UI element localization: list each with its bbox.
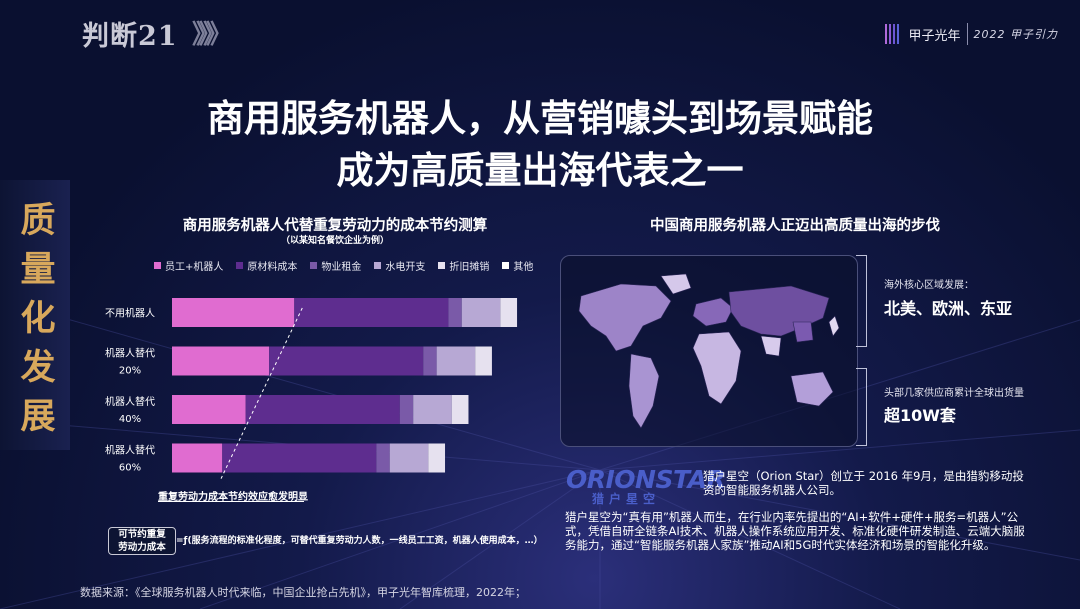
bar-segment xyxy=(423,346,437,376)
legend-item: 水电开支 xyxy=(374,258,425,273)
chart-annotation: 重复劳动力成本节约效应愈发明显 xyxy=(158,492,308,503)
side-label-panel xyxy=(0,180,70,450)
category-label: 60% xyxy=(119,463,141,474)
formula-label-line2: 劳动力成本 xyxy=(118,542,166,553)
jazzyear-logo-icon xyxy=(885,24,900,44)
shipment-label: 头部几家供应商累计全球出货量 xyxy=(884,388,1024,399)
side-label-char: 化 xyxy=(20,298,56,339)
legend-swatch xyxy=(236,262,244,269)
bar-segment xyxy=(413,395,452,424)
category-label: 40% xyxy=(119,414,141,425)
legend-label: 员工+机器人 xyxy=(165,262,224,273)
world-map-icon xyxy=(578,273,840,429)
company-description: 猎户星空为“真有用”机器人而生，在行业内率先提出的“AI+软件+硬件+服务=机器… xyxy=(565,510,1025,552)
data-source: 数据来源：《全球服务机器人时代来临，中国企业抢占先机》，甲子光年智库梳理，202… xyxy=(80,586,526,599)
category-label: 机器人替代 xyxy=(105,347,155,360)
legend-swatch xyxy=(154,262,161,269)
category-label: 机器人替代 xyxy=(105,395,155,408)
legend-label: 水电开支 xyxy=(385,262,426,273)
bar-segment xyxy=(172,346,270,376)
world-map-panel xyxy=(560,255,858,447)
bar-segment xyxy=(399,395,414,424)
brand-title: 判断21 xyxy=(82,21,178,52)
bar-segment xyxy=(436,346,476,376)
bar-segment xyxy=(245,395,400,424)
bar-segment xyxy=(461,298,501,327)
bar-segment xyxy=(172,395,246,424)
region-label: 海外核心区域发展： xyxy=(884,280,974,291)
category-label: 机器人替代 xyxy=(105,444,155,457)
bar-segment xyxy=(294,298,449,327)
left-chart-subtitle: （以某知名餐饮企业为例） xyxy=(280,236,389,246)
bar-segment xyxy=(172,443,223,473)
bar-segment xyxy=(222,443,377,473)
legend-item: 折旧摊销 xyxy=(438,258,489,273)
bar-segment xyxy=(376,443,390,473)
legend-label: 折旧摊销 xyxy=(449,262,490,273)
side-label-char: 展 xyxy=(20,396,56,437)
formula-label-line1: 可节约重复 xyxy=(118,529,166,540)
category-label: 不用机器人 xyxy=(105,307,155,320)
bar-segment xyxy=(269,346,424,376)
shipment-bracket xyxy=(856,368,867,446)
category-label: 20% xyxy=(119,366,141,377)
shipment-value: 超10W套 xyxy=(884,406,956,425)
page-title-line2: 成为高质量出海代表之一 xyxy=(336,148,744,192)
legend-item: 员工+机器人 xyxy=(154,258,223,273)
legend-swatch xyxy=(310,262,318,269)
left-chart-title: 商用服务机器人代替重复劳动力的成本节约测算 xyxy=(182,218,488,234)
legend-label: 其他 xyxy=(513,262,534,273)
bar-segment xyxy=(389,443,429,473)
formula-text: =ƒ(服务流程的标准化程度，可替代重复劳动力人数，一线员工工资，机器人使用成本，… xyxy=(176,536,543,546)
formula-label-box: 可节约重复 劳动力成本 xyxy=(108,527,176,555)
side-label-char: 量 xyxy=(20,249,56,290)
legend-item: 其他 xyxy=(502,258,533,273)
orionstar-logo-cn: 猎户星空 xyxy=(592,492,661,506)
header-logo: 甲子光年 2022 甲子引力 xyxy=(884,22,1058,46)
bar-segment xyxy=(172,298,295,327)
right-panel-title: 中国商用服务机器人正迈出高质量出海的步伐 xyxy=(650,218,940,234)
annotation-underline xyxy=(158,501,304,502)
legend-swatch xyxy=(374,262,382,269)
bar-segment xyxy=(475,346,492,376)
legend-swatch xyxy=(502,262,510,269)
trend-dashed-line xyxy=(219,307,303,480)
region-value: 北美、欧洲、东亚 xyxy=(884,299,1013,318)
legend-label: 物业租金 xyxy=(321,262,362,273)
side-label-char: 发 xyxy=(20,347,56,388)
chart-legend: 员工+机器人 原材料成本 物业租金 水电开支 折旧摊销 其他 xyxy=(154,258,533,273)
logo-subtext: 2022 甲子引力 xyxy=(973,28,1058,41)
bar-segment xyxy=(500,298,518,327)
legend-label: 原材料成本 xyxy=(247,262,298,273)
bar-segment xyxy=(451,395,469,424)
page-title-line1: 商用服务机器人，从营销噱头到场景赋能 xyxy=(207,96,873,140)
side-label-char: 质 xyxy=(20,200,56,241)
chevron-icon: 》》》 xyxy=(192,20,232,50)
legend-item: 物业租金 xyxy=(310,258,361,273)
bar-segment xyxy=(428,443,446,473)
logo-divider xyxy=(966,23,968,45)
bar-segment xyxy=(448,298,462,327)
legend-swatch xyxy=(438,262,446,269)
orionstar-logo: ORIONSTAR xyxy=(566,465,726,494)
logo-text: 甲子光年 xyxy=(908,28,961,44)
region-bracket xyxy=(856,255,867,347)
legend-item: 原材料成本 xyxy=(236,258,297,273)
company-intro: 猎户星空（Orion Star）创立于 2016 年9月，是由猎豹移动投资的智能… xyxy=(703,469,1024,497)
